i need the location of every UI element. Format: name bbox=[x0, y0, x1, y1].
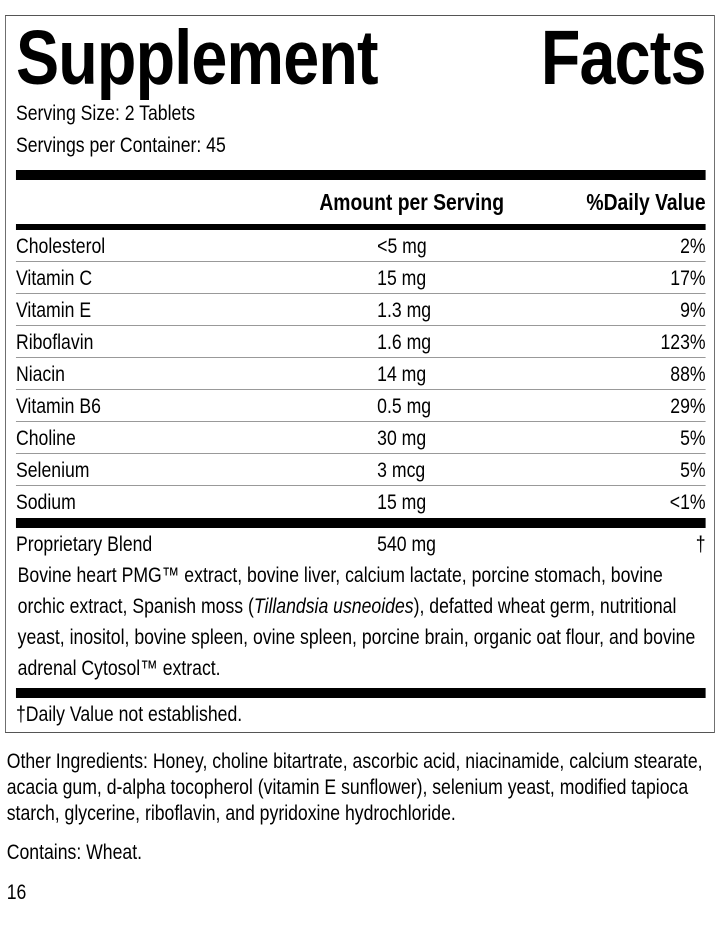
blend-ingredients: Bovine heart PMG™ extract, bovine liver,… bbox=[16, 560, 706, 684]
nutrient-name: Sodium bbox=[15, 491, 76, 514]
blend-text-italic: Tillandsia usneoides bbox=[253, 595, 414, 618]
nutrient-name: Choline bbox=[15, 427, 76, 450]
divider-thick bbox=[15, 688, 706, 698]
nutrient-dv: 2% bbox=[680, 235, 706, 258]
nutrient-amount: 14 mg bbox=[377, 363, 427, 386]
nutrient-amount: 3 mcg bbox=[377, 459, 426, 482]
nutrient-row: Vitamin B6 0.5 mg 29% bbox=[15, 390, 706, 422]
nutrient-row: Sodium 15 mg <1% bbox=[16, 486, 706, 518]
title-word-facts: Facts bbox=[540, 15, 707, 101]
nutrient-name: Cholesterol bbox=[15, 235, 106, 258]
nutrient-dv: <1% bbox=[669, 491, 706, 514]
header-amount: Amount per Serving bbox=[319, 189, 504, 215]
panel-title: Supplement Facts bbox=[16, 18, 706, 98]
nutrient-dv: 5% bbox=[680, 427, 706, 450]
nutrient-table: Cholesterol <5 mg 2% Vitamin C 15 mg 17% Vitam… bbox=[15, 230, 706, 518]
nutrient-name: Vitamin E bbox=[15, 299, 92, 322]
divider-thick bbox=[15, 518, 706, 528]
title-word-supplement: Supplement bbox=[15, 15, 379, 101]
nutrient-amount: 30 mg bbox=[377, 427, 427, 450]
nutrient-amount: 15 mg bbox=[377, 267, 427, 290]
blend-name: Proprietary Blend bbox=[15, 533, 153, 556]
blend-row: Proprietary Blend 540 mg † bbox=[16, 528, 706, 560]
blend-amount: 540 mg bbox=[377, 533, 436, 556]
blend-text: Bovine heart PMG™ extract, bovine liver,… bbox=[17, 564, 663, 618]
serving-size: Serving Size: 2 Tablets bbox=[15, 102, 196, 125]
nutrient-row: Vitamin E 1.3 mg 9% bbox=[15, 294, 706, 326]
other-ingredients: Other Ingredients: Honey, choline bitart… bbox=[6, 750, 703, 825]
nutrient-dv: 17% bbox=[670, 267, 706, 290]
nutrient-dv: 88% bbox=[670, 363, 706, 386]
nutrient-name: Selenium bbox=[15, 459, 90, 482]
nutrient-amount: 0.5 mg bbox=[377, 395, 432, 418]
footnote: †Daily Value not established. bbox=[15, 703, 243, 726]
nutrient-amount: <5 mg bbox=[377, 235, 427, 258]
nutrient-dv: 29% bbox=[670, 395, 706, 418]
blend-dv: † bbox=[695, 533, 706, 556]
nutrient-dv: 123% bbox=[660, 331, 706, 354]
nutrient-row: Cholesterol <5 mg 2% bbox=[15, 230, 706, 262]
contains-statement: Contains: Wheat. bbox=[6, 841, 143, 864]
nutrient-row: Vitamin C 15 mg 17% bbox=[15, 262, 706, 294]
servings-per-container: Servings per Container: 45 bbox=[15, 134, 226, 157]
page-number: 16 bbox=[6, 881, 27, 904]
supplement-facts-panel: Supplement Facts Serving Size: 2 Tablets… bbox=[5, 15, 715, 733]
table-header: Amount per Serving %Daily Value bbox=[16, 180, 706, 224]
nutrient-dv: 5% bbox=[680, 459, 706, 482]
nutrient-name: Vitamin C bbox=[15, 267, 93, 290]
divider-medium bbox=[15, 224, 706, 230]
nutrient-name: Niacin bbox=[15, 363, 65, 386]
nutrient-amount: 1.6 mg bbox=[377, 331, 432, 354]
nutrient-row: Selenium 3 mcg 5% bbox=[15, 454, 706, 486]
blend-text: ), defatted wheat germ, nutritional yeas… bbox=[17, 595, 696, 680]
nutrient-amount: 1.3 mg bbox=[377, 299, 432, 322]
nutrient-name: Vitamin B6 bbox=[15, 395, 101, 418]
divider-thick bbox=[15, 170, 706, 180]
nutrient-row: Riboflavin 1.6 mg 123% bbox=[15, 326, 706, 358]
nutrient-row: Choline 30 mg 5% bbox=[15, 422, 706, 454]
nutrient-amount: 15 mg bbox=[377, 491, 427, 514]
header-daily-value: %Daily Value bbox=[586, 189, 706, 215]
nutrient-dv: 9% bbox=[680, 299, 706, 322]
nutrient-row: Niacin 14 mg 88% bbox=[15, 358, 706, 390]
nutrient-name: Riboflavin bbox=[15, 331, 94, 354]
